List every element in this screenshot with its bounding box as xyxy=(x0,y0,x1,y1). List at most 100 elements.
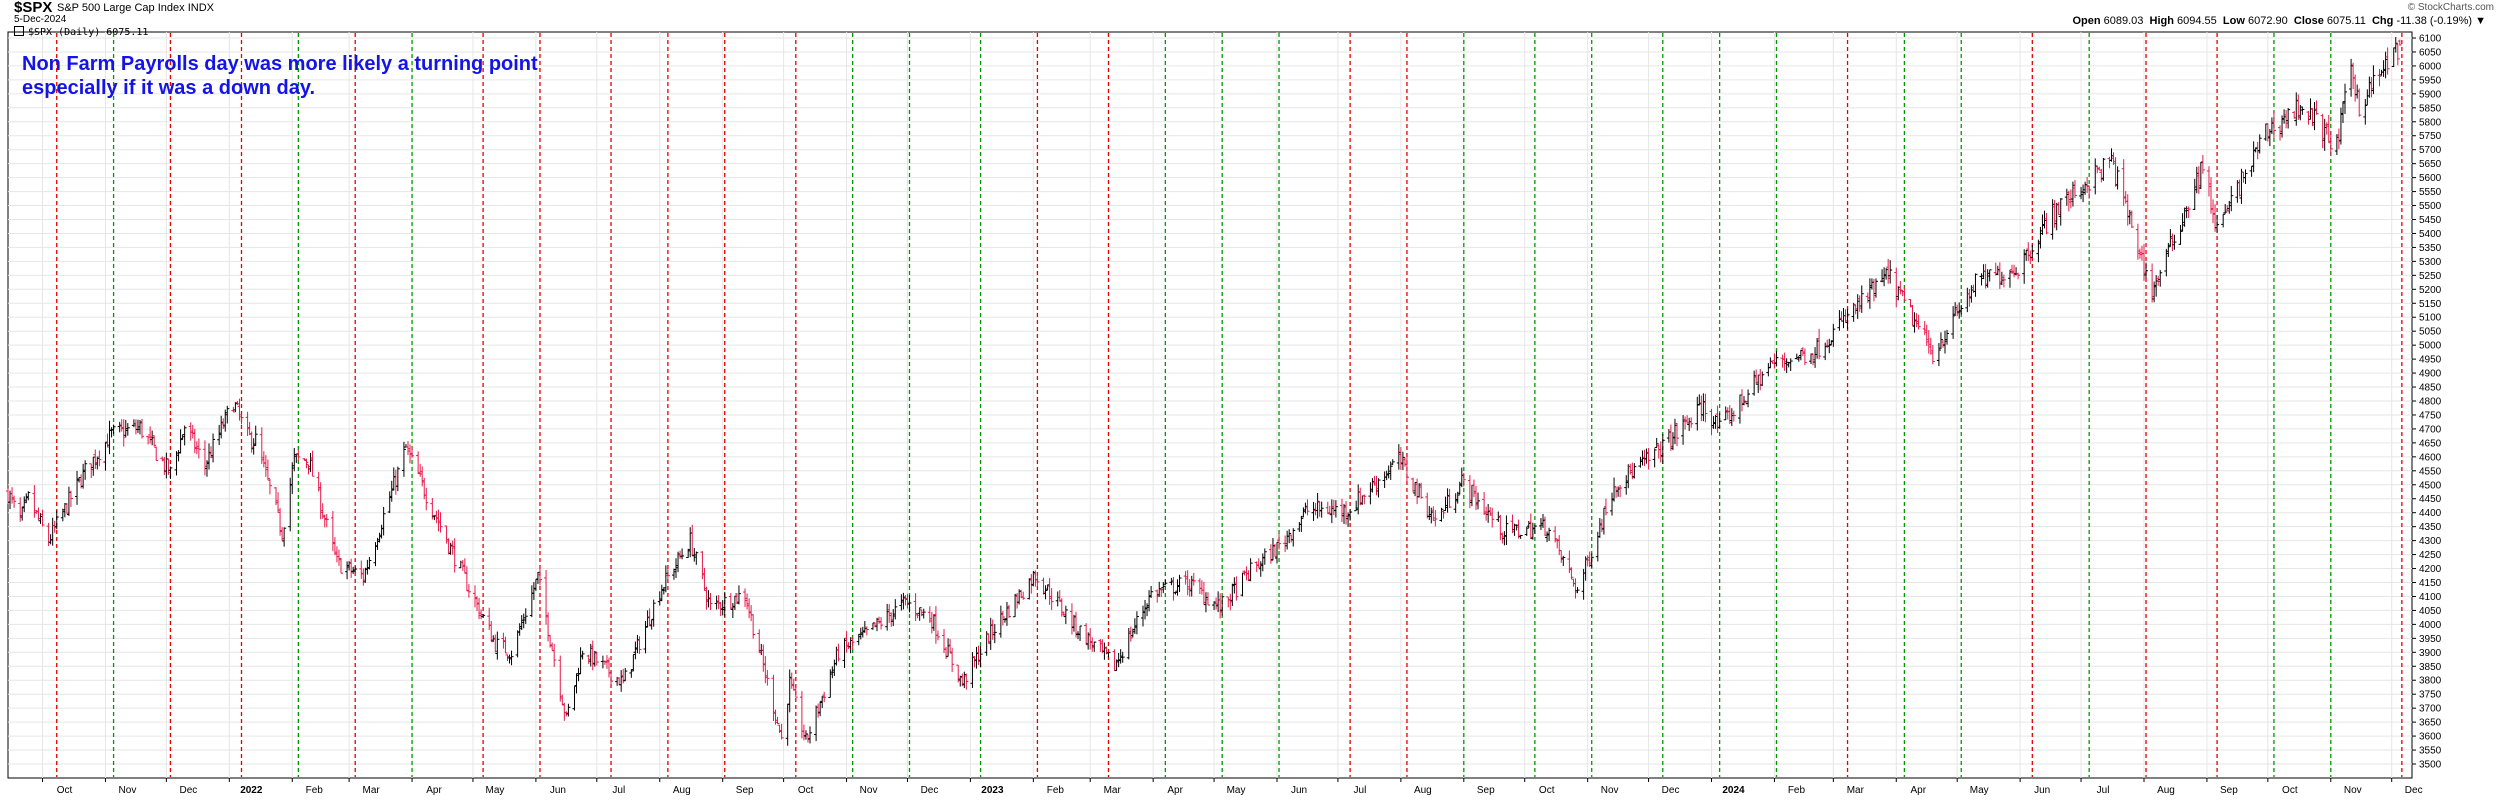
ohlc-bar xyxy=(1683,416,1687,429)
ohlc-bar xyxy=(2239,169,2243,204)
y-tick-label: 5200 xyxy=(2419,285,2442,296)
ohlc-bar xyxy=(832,660,836,676)
ohlc-bar xyxy=(1939,332,1943,349)
ohlc-bar xyxy=(1612,478,1616,502)
ohlc-bar xyxy=(2394,37,2398,52)
ohlc-bar xyxy=(2382,60,2386,77)
ohlc-bar xyxy=(1756,375,1760,393)
ohlc-bar xyxy=(1178,575,1182,592)
ohlc-bar xyxy=(1377,478,1381,497)
ohlc-bar xyxy=(579,647,583,674)
ohlc-bar xyxy=(1943,331,1947,354)
ohlc-bar xyxy=(1618,485,1622,497)
ohlc-bar xyxy=(2396,43,2400,65)
ohlc-bar xyxy=(1431,506,1435,521)
ohlc-bar xyxy=(296,449,300,460)
y-tick-label: 3750 xyxy=(2419,690,2442,701)
ohlc-bar xyxy=(717,595,721,609)
ohlc-bar xyxy=(1886,259,1890,284)
x-tick-label: Mar xyxy=(1847,785,1865,796)
y-tick-label: 4900 xyxy=(2419,369,2442,380)
ohlc-bar xyxy=(619,670,623,692)
x-tick-label: Nov xyxy=(119,785,137,796)
ohlc-bar xyxy=(1176,579,1180,595)
ohlc-bar xyxy=(2008,270,2012,288)
ohlc-bar xyxy=(950,648,954,672)
y-tick-label: 3600 xyxy=(2419,732,2442,743)
ohlc-bar xyxy=(1994,263,1998,276)
ohlc-bar xyxy=(1084,623,1088,645)
x-tick-label: Aug xyxy=(673,785,691,796)
ohlc-bar xyxy=(1119,649,1123,664)
x-tick-label: Sep xyxy=(1477,785,1495,796)
y-tick-label: 4400 xyxy=(2419,508,2442,519)
ohlc-bar xyxy=(1271,538,1275,560)
ohlc-bar xyxy=(211,434,215,463)
ohlc-bar xyxy=(1318,501,1322,517)
ohlc-bar xyxy=(828,669,832,697)
ohlc-bar xyxy=(1214,597,1218,609)
ohlc-bar xyxy=(2122,159,2126,206)
ohlc-bar xyxy=(177,450,181,461)
ohlc-bar xyxy=(1846,309,1850,329)
y-tick-label: 4250 xyxy=(2419,550,2442,561)
ohlc-bar xyxy=(901,593,905,610)
y-tick-label: 3500 xyxy=(2419,760,2442,771)
y-tick-label: 5500 xyxy=(2419,201,2442,212)
ohlc-bar xyxy=(1752,371,1756,396)
ohlc-bar xyxy=(1360,496,1364,505)
ohlc-bar xyxy=(802,725,806,741)
ohlc-bar xyxy=(1785,358,1789,373)
y-tick-label: 5950 xyxy=(2419,75,2442,86)
x-tick-label: May xyxy=(1227,785,1246,796)
ohlc-bar xyxy=(2067,191,2071,212)
ohlc-bar xyxy=(337,550,341,566)
ohlc-bar xyxy=(694,552,698,565)
ohlc-bar xyxy=(2311,108,2315,126)
ohlc-bar xyxy=(745,593,749,609)
ohlc-bar xyxy=(595,652,599,666)
ohlc-bar xyxy=(1984,264,1988,289)
ohlc-bar xyxy=(223,410,227,432)
y-tick-label: 5750 xyxy=(2419,131,2442,142)
y-tick-label: 4800 xyxy=(2419,397,2442,408)
ohlc-bar xyxy=(394,470,398,495)
ohlc-bar xyxy=(2201,155,2205,174)
ohlc-bar xyxy=(1031,571,1035,586)
ohlc-bar xyxy=(1888,260,1892,283)
ohlc-bar xyxy=(702,568,706,591)
ohlc-bar xyxy=(1021,592,1025,600)
ohlc-bar xyxy=(1013,594,1017,617)
ohlc-bar xyxy=(2258,134,2262,153)
ohlc-bar xyxy=(103,442,107,471)
ohlc-bar xyxy=(2278,125,2282,140)
ohlc-bar xyxy=(914,593,918,621)
ohlc-bar xyxy=(859,628,863,640)
ohlc-bar xyxy=(851,638,855,650)
ohlc-bar xyxy=(1372,476,1376,486)
x-tick-label: Jun xyxy=(1291,785,1307,796)
annotation-line-2: especially if it was a down day. xyxy=(22,76,538,100)
ohlc-bar xyxy=(1401,452,1405,470)
y-tick-label: 5250 xyxy=(2419,271,2442,282)
ohlc-bar xyxy=(522,614,526,629)
ohlc-bar xyxy=(1046,585,1050,591)
ohlc-bar xyxy=(709,593,713,610)
ohlc-bar xyxy=(1147,590,1151,611)
y-tick-label: 4450 xyxy=(2419,494,2442,505)
x-tick-label: Dec xyxy=(179,785,197,796)
y-tick-label: 5700 xyxy=(2419,145,2442,156)
ohlc-bar xyxy=(2087,186,2091,199)
ohlc-bar xyxy=(2286,108,2290,128)
ohlc-bar xyxy=(1945,330,1949,345)
ohlc-bar xyxy=(587,655,591,664)
y-tick-label: 5550 xyxy=(2419,187,2442,198)
ohlc-bar xyxy=(552,644,556,667)
ohlc-bar xyxy=(152,435,156,446)
ohlc-bar xyxy=(1760,372,1764,387)
ohlc-bar xyxy=(193,429,197,453)
ohlc-bar xyxy=(1730,408,1734,426)
ohlc-bar xyxy=(2197,166,2201,194)
ohlc-bar xyxy=(1955,305,1959,317)
